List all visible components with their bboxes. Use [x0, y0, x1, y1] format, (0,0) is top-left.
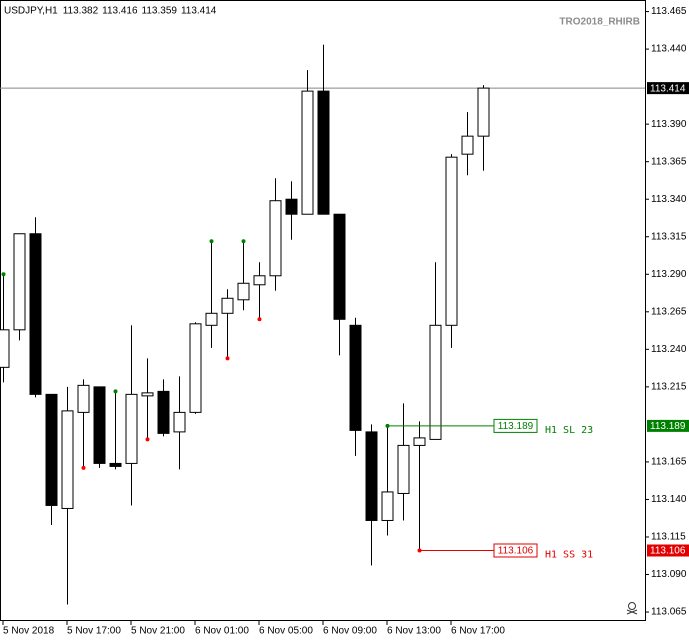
level-value: 113.106	[498, 546, 534, 557]
plot-area	[0, 44, 645, 605]
skull-icon	[626, 602, 638, 615]
candle-body	[141, 392, 154, 397]
y-tick-label: 113.140	[651, 494, 687, 505]
axis-level-box	[647, 419, 689, 432]
signal-dot	[257, 317, 262, 322]
y-tick-label: 113.065	[651, 607, 687, 618]
x-tick-label: 5 Nov 21:00	[131, 626, 185, 637]
candle-body	[381, 491, 394, 521]
x-tick-label: 6 Nov 05:00	[259, 626, 313, 637]
candle-body	[365, 431, 378, 521]
x-tick-label: 5 Nov 17:00	[67, 626, 121, 637]
candle-body	[429, 324, 442, 440]
level-value: 113.189	[498, 421, 534, 432]
y-tick-label: 113.340	[651, 194, 687, 205]
candle-body	[349, 324, 362, 431]
y-tick-label: 113.465	[651, 6, 687, 17]
candle-body	[45, 393, 58, 506]
y-tick-label: 113.090	[651, 569, 687, 580]
candle-body	[173, 411, 186, 433]
signal-dot	[145, 437, 150, 442]
x-tick-label: 6 Nov 09:00	[323, 626, 377, 637]
y-tick-label: 113.440	[651, 44, 687, 55]
axis-price-value: 113.414	[650, 83, 686, 94]
x-tick-label: 6 Nov 13:00	[387, 626, 441, 637]
candle-body	[285, 198, 298, 215]
signal-dot	[225, 356, 230, 361]
signal-dot	[241, 239, 246, 244]
axis-price-box	[647, 82, 689, 95]
y-tick-label: 113.240	[651, 344, 687, 355]
level-label: H1 SS 31	[545, 549, 593, 560]
chart-title: USDJPY,H1	[4, 6, 58, 17]
signal-dot	[113, 389, 118, 394]
header-open: 113.382	[63, 6, 99, 17]
axis-level-box	[647, 544, 689, 557]
y-tick-label: 113.390	[651, 119, 687, 130]
header-close: 113.414	[181, 6, 217, 17]
y-tick-label: 113.365	[651, 156, 687, 167]
candle-body	[125, 393, 138, 464]
y-tick-label: 113.165	[651, 457, 687, 468]
candle-body	[445, 156, 458, 326]
candle-body	[221, 297, 234, 314]
y-tick-label: 113.265	[651, 306, 687, 317]
candle-body	[301, 90, 314, 215]
candle-body	[13, 233, 26, 331]
candle-body	[157, 390, 170, 434]
level-label: H1 SL 23	[545, 425, 593, 436]
candle-body	[237, 282, 250, 301]
y-tick-label: 113.115	[651, 532, 686, 543]
signal-dot	[1, 272, 6, 277]
candle-body	[0, 329, 10, 368]
axis-level-value: 113.106	[650, 546, 686, 557]
candle-body	[253, 275, 266, 286]
y-tick-label: 113.315	[651, 231, 687, 242]
x-tick-label: 5 Nov 2018	[3, 626, 55, 637]
header-high: 113.416	[102, 6, 138, 17]
candle-body	[269, 200, 282, 277]
header-low: 113.359	[142, 6, 178, 17]
signal-dot	[81, 465, 86, 470]
candle-body	[109, 462, 122, 467]
candle-body	[93, 386, 106, 464]
candle-body	[205, 312, 218, 326]
x-tick-label: 6 Nov 17:00	[451, 626, 505, 637]
candle-body	[397, 444, 410, 494]
candle-body	[477, 87, 490, 137]
level-box	[493, 418, 538, 433]
axis-level-value: 113.189	[650, 421, 686, 432]
candle-body	[61, 410, 74, 509]
candle-body	[461, 135, 474, 155]
signal-dot	[209, 239, 214, 244]
candle-body	[77, 384, 90, 413]
candle-body	[333, 213, 346, 320]
level-box	[493, 543, 538, 558]
candle-body	[413, 437, 426, 446]
candle-body	[29, 233, 42, 395]
y-tick-label: 113.290	[651, 269, 687, 280]
candle-body	[189, 323, 202, 413]
x-tick-label: 6 Nov 01:00	[195, 626, 249, 637]
watermark: TRO2018_RHIRB	[559, 17, 640, 28]
y-tick-label: 113.215	[651, 382, 687, 393]
candle-body	[317, 90, 330, 215]
